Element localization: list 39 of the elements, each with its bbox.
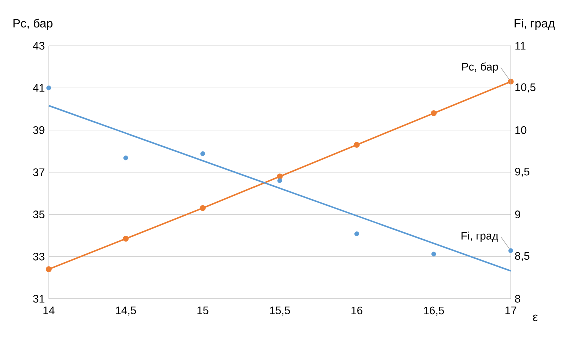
point <box>354 142 360 148</box>
point <box>124 156 128 161</box>
y2-tick-label: 9,5 <box>515 168 530 178</box>
x-axis-title: ε <box>533 314 538 322</box>
y-axis-title: Pc, бар <box>14 18 53 30</box>
x-tick-label: 14 <box>44 306 55 314</box>
x-tick-label: 14,5 <box>116 306 136 316</box>
y2-tick-label: 10,5 <box>516 84 536 93</box>
point <box>278 178 282 184</box>
point <box>123 236 129 242</box>
y-tick-label: 31 <box>33 295 45 303</box>
y-tick-label: 43 <box>33 42 45 50</box>
x-tick-label: 15,5 <box>270 306 290 316</box>
point <box>46 266 52 272</box>
y-tick-label: 41 <box>33 84 45 92</box>
point <box>200 152 206 156</box>
y-tick-label: 33 <box>33 252 45 261</box>
x-tick-label: 16 <box>352 306 363 315</box>
y-tick-label: 39 <box>33 126 45 134</box>
point <box>432 252 436 257</box>
y2-tick-label: 10 <box>516 126 527 134</box>
y2-tick-label: 8 <box>515 295 520 303</box>
y-tick-label: 35 <box>33 210 45 219</box>
point <box>200 205 206 212</box>
point <box>508 248 514 254</box>
point <box>354 232 360 236</box>
y2-axis-title: Fi, град <box>514 19 555 30</box>
x-tick-label: 16,5 <box>424 306 444 316</box>
y2-tick-label: 11 <box>516 42 526 50</box>
point <box>46 86 52 91</box>
x-tick-label: 15 <box>198 306 209 314</box>
y-tick-label: 37 <box>33 168 45 176</box>
series-label: Fi, град <box>462 232 499 242</box>
point <box>277 174 283 180</box>
y2-tick-label: 8,5 <box>515 252 530 262</box>
point <box>431 110 437 116</box>
y2-tick-label: 9 <box>515 210 520 219</box>
x-tick-label: 17 <box>506 306 517 314</box>
series-label: Pc, бар <box>462 62 498 73</box>
